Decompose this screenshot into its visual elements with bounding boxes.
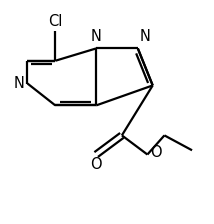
Text: O: O [150,145,162,160]
Text: N: N [14,76,25,91]
Text: N: N [140,29,151,44]
Text: N: N [91,29,102,44]
Text: O: O [90,157,102,172]
Text: Cl: Cl [48,14,62,29]
